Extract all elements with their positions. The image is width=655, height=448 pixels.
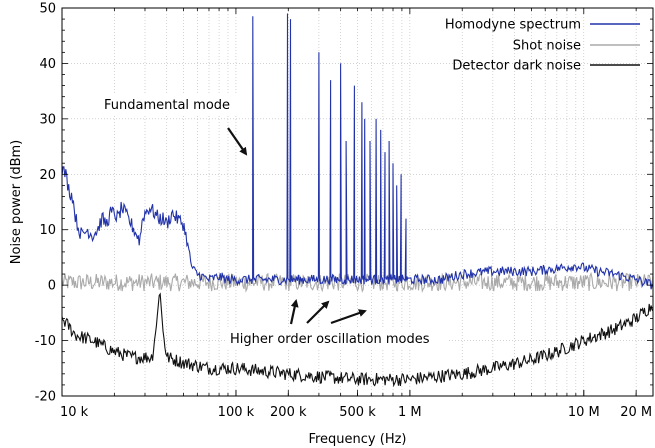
y-tick-label: 50 (39, 2, 56, 17)
annotation-higher-order-modes: Higher order oscillation modes (230, 332, 430, 347)
shot-noise-line (61, 271, 654, 293)
y-tick-label: -10 (35, 334, 56, 349)
legend-label: Homodyne spectrum (445, 18, 581, 33)
y-tick-label: 30 (39, 112, 56, 127)
annotation-arrow (227, 127, 248, 156)
x-tick-label: 100 k (218, 405, 255, 420)
x-tick-label: 1 M (398, 405, 422, 420)
annotation-fundamental-mode: Fundamental mode (104, 98, 230, 113)
annotation-group: Fundamental mode Higher order oscillation… (100, 94, 447, 348)
x-tick-label: 10 M (568, 405, 600, 420)
dark-noise-line (61, 292, 654, 388)
legend-label: Shot noise (513, 39, 581, 54)
x-tick-label: 20 M (620, 405, 652, 420)
x-tick-label: 10 k (60, 405, 89, 420)
y-axis-title: Noise power (dBm) (9, 140, 24, 264)
y-tick-label: -20 (35, 390, 56, 405)
homodyne-spectrum-line (61, 13, 654, 290)
x-axis-title: Frequency (Hz) (308, 432, 406, 447)
y-tick-label: 20 (39, 168, 56, 183)
annotation-arrow (289, 299, 299, 325)
x-tick-label: 200 k (270, 405, 307, 420)
annotation-backing (225, 328, 447, 348)
y-tick-label: 0 (48, 279, 56, 294)
axes: -20 -10 0 10 20 30 40 50 10 k 100 k 200 k 500 k 1 M 1… (35, 2, 653, 420)
legend: Homodyne spectrum Shot noise Detector dark… (445, 18, 640, 74)
y-tick-label: 40 (39, 57, 56, 72)
y-tick-label: 10 (39, 223, 56, 238)
x-tick-label: 500 k (339, 405, 376, 420)
annotation-backing (100, 94, 240, 114)
series-group (61, 13, 654, 388)
annotation-arrow (330, 309, 367, 325)
legend-label: Detector dark noise (452, 59, 581, 74)
annotation-arrow (306, 300, 330, 324)
